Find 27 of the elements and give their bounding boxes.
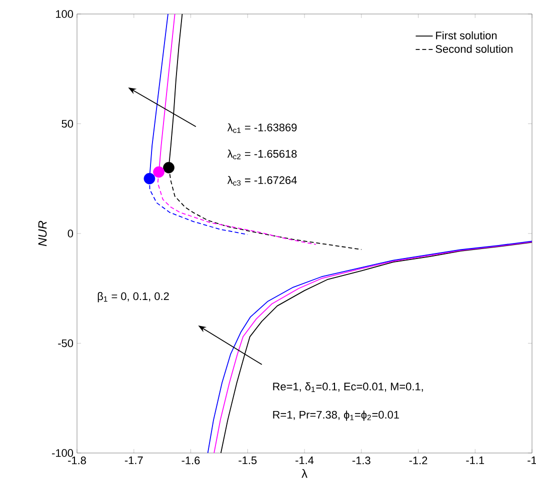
annotation: λ$_{c3}$ = -1.67264 (227, 176, 297, 186)
x-tick-label: -1.7 (124, 456, 143, 464)
x-tick-label: -1.2 (409, 456, 428, 464)
point (163, 162, 174, 174)
legend-label: First solution (436, 31, 497, 40)
point (144, 172, 156, 184)
y-tick-label: 100 (56, 10, 74, 18)
x-tick-label: -1 (528, 456, 536, 464)
x-tick-label: -1.8 (68, 456, 86, 464)
x-tick-label: -1.6 (182, 456, 200, 464)
x-tick-label: -1.5 (238, 456, 257, 464)
x-tick-label: -1.3 (352, 456, 370, 464)
x-tick-label: -1.1 (466, 456, 484, 464)
legend-label: Second solution (436, 44, 512, 53)
x-tick-label: -1.4 (296, 456, 314, 464)
annotation: λ$_{c2}$ = -1.65618 (227, 150, 297, 160)
annotation: λ$_{c1}$ = -1.63869 (227, 123, 297, 133)
annotation: Re=1, δ$_{1}$=0.1, Ec=0.01, M=0.1, (273, 382, 423, 392)
x-axis-title: λ (302, 469, 308, 478)
annotation: R=1, Pr=7.38, ϕ$_{1}$=ϕ$_{2}$=0.01 (273, 410, 399, 421)
annotation: β$_{1}$ = 0, 0.1, 0.2 (98, 292, 169, 302)
y-axis-title: NUR (38, 220, 47, 246)
y-tick-label: 0 (68, 230, 74, 238)
y-tick-label: 50 (62, 120, 74, 128)
y-tick-label: -50 (58, 339, 74, 348)
y-tick-label: -100 (52, 449, 74, 457)
point (153, 166, 164, 178)
